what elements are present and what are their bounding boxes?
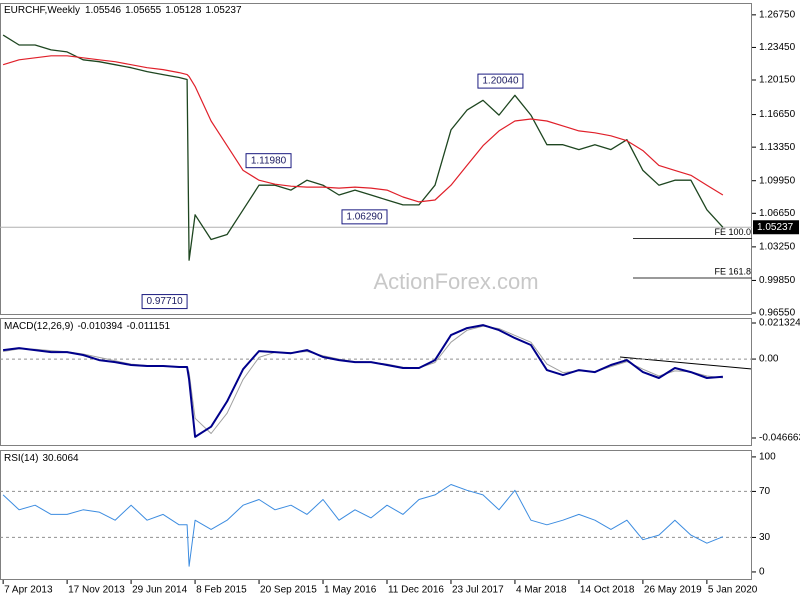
- annotation-label: 1.20040: [482, 76, 519, 87]
- close: 1.05237: [205, 5, 242, 16]
- x-tick-label: 23 Jul 2017: [452, 585, 504, 596]
- annotation-label: 1.11980: [251, 155, 287, 166]
- y-tick-label: 1.16650: [759, 109, 796, 120]
- y-tick-label: 1.26750: [759, 9, 796, 20]
- y-tick-label: -0.046663: [759, 433, 800, 444]
- y-tick-label: 0.021324: [759, 318, 800, 329]
- x-tick-label: 29 Jun 2014: [132, 585, 187, 596]
- signal-value: -0.011151: [127, 321, 171, 332]
- macd-value: -0.010394: [77, 321, 122, 332]
- x-tick-label: 14 Oct 2018: [580, 585, 635, 596]
- price-title: EURCHF,Weekly 1.05546 1.05655 1.05128 1.0523…: [4, 5, 242, 16]
- panel-frame: [0, 3, 752, 315]
- x-tick-label: 4 Mar 2018: [516, 585, 567, 596]
- low: 1.05128: [165, 5, 202, 16]
- annotation-label: 1.06290: [346, 211, 383, 222]
- price-tag: [753, 220, 799, 235]
- x-tick-label: 11 Dec 2016: [388, 585, 444, 596]
- y-tick-label: 1.06650: [759, 208, 796, 219]
- x-tick-label: 26 May 2019: [644, 585, 702, 596]
- series-line: [2, 484, 724, 567]
- rsi-value: 30.6064: [42, 453, 79, 464]
- series-line: [2, 324, 723, 438]
- y-tick-label: 1.03250: [759, 242, 796, 253]
- rsi-name: RSI(14): [4, 453, 38, 464]
- panel-frame: [0, 450, 752, 580]
- macd-title: MACD(12,26,9) -0.010394 -0.011151: [4, 321, 171, 332]
- rsi-title: RSI(14) 30.6064: [4, 453, 79, 464]
- annotation-box: [245, 153, 292, 169]
- y-tick-label: 1.13350: [759, 142, 796, 153]
- annotation-box: [341, 209, 388, 225]
- x-tick-label: 17 Nov 2013: [68, 585, 125, 596]
- y-tick-label: 100: [759, 452, 776, 463]
- panel-frame: [0, 318, 752, 446]
- annotation-label: 0.97710: [146, 296, 183, 307]
- y-tick-label: 1.20150: [759, 75, 796, 86]
- series-line: [2, 55, 724, 203]
- y-tick-label: 1.09950: [759, 175, 796, 186]
- y-tick-label: 0.00: [759, 354, 779, 365]
- x-tick-label: 7 Apr 2013: [4, 585, 53, 596]
- y-tick-label: 70: [759, 486, 771, 497]
- y-tick-label: 0.99850: [759, 275, 796, 286]
- y-tick-label: 30: [759, 532, 771, 543]
- open: 1.05546: [85, 5, 122, 16]
- price-tag-label: 1.05237: [757, 222, 794, 233]
- macd-name: MACD(12,26,9): [4, 321, 73, 332]
- y-tick-label: 0: [759, 567, 765, 578]
- y-tick-label: 0.96550: [759, 308, 796, 319]
- x-tick-label: 5 Jan 2020: [708, 585, 758, 596]
- x-tick-label: 8 Feb 2015: [196, 585, 247, 596]
- x-tick-label: 1 May 2016: [324, 585, 377, 596]
- y-tick-label: 1.23450: [759, 42, 796, 53]
- level-label: FE 100.0: [714, 227, 751, 237]
- annotation-box: [477, 73, 524, 89]
- title-symbol: EURCHF,Weekly: [4, 5, 80, 16]
- high: 1.05655: [125, 5, 162, 16]
- x-tick-label: 20 Sep 2015: [260, 585, 317, 596]
- annotation-box: [141, 294, 188, 310]
- level-label: FE 161.8: [714, 266, 751, 276]
- series-line: [2, 34, 724, 261]
- watermark: ActionForex.com: [373, 269, 538, 294]
